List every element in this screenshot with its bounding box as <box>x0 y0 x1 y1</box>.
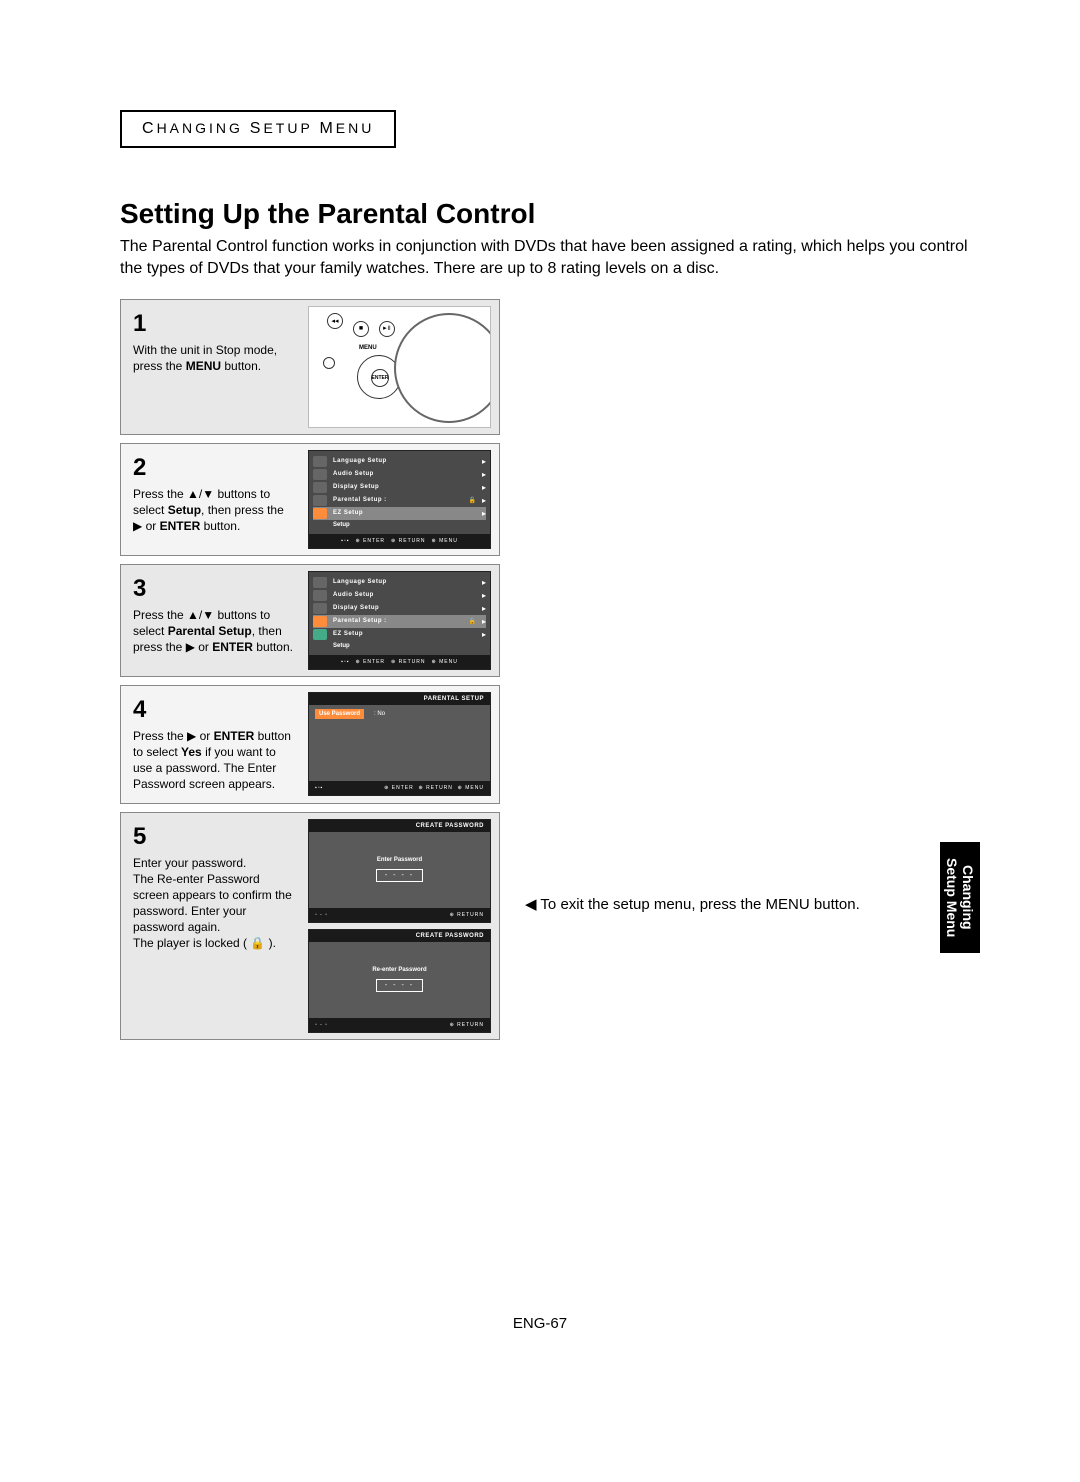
step-5-desc: Enter your password. The Re-enter Passwo… <box>133 855 296 952</box>
setup-menu-screenshot: Language Setup▸ Audio Setup▸ Display Set… <box>308 450 491 549</box>
function-icon <box>313 603 327 614</box>
step-4-image: PARENTAL SETUP Use Password : No ▪▫▪ ⊕ E… <box>306 686 499 803</box>
section-label-box: CHANGING SETUP MENU <box>120 110 396 148</box>
intro-paragraph: The Parental Control function works in c… <box>120 236 980 281</box>
chevron-right-icon: ▸ <box>482 604 486 613</box>
stop-icon: ■ <box>353 321 369 337</box>
side-tab: Changing Setup Menu <box>940 842 980 953</box>
step-5-number: 5 <box>133 823 296 851</box>
hand-illustration <box>394 313 491 423</box>
panel-body: Re-enter Password - - - - <box>309 942 490 1018</box>
step-5-text: 5 Enter your password. The Re-enter Pass… <box>121 813 306 1039</box>
menu-footer: ▪▫▪ ⊕ ENTER ⊕ RETURN ⊕ MENU <box>309 534 490 548</box>
step-5-image: CREATE PASSWORD Enter Password - - - - ▫… <box>306 813 499 1039</box>
step-1: 1 With the unit in Stop mode, press the … <box>120 299 500 435</box>
use-password-label: Use Password <box>315 709 364 719</box>
page-title: Setting Up the Parental Control <box>120 198 980 230</box>
step-2-text: 2 Press the ▲/▼ buttons to select Setup,… <box>121 444 306 555</box>
disc-menu-icon <box>313 456 327 467</box>
panel-header: CREATE PASSWORD <box>309 930 490 942</box>
setup-menu-parental-screenshot: Language Setup▸ Audio Setup▸ Display Set… <box>308 571 491 670</box>
password-input-box: - - - - <box>376 869 423 882</box>
step-4-number: 4 <box>133 696 296 724</box>
menu-label: MENU <box>359 345 377 351</box>
chevron-right-icon: ▸ <box>482 509 486 518</box>
play-pause-icon: ▸॥ <box>379 321 395 337</box>
rewind-icon: ◂◂ <box>327 313 343 329</box>
step-2: 2 Press the ▲/▼ buttons to select Setup,… <box>120 443 500 556</box>
nav-dots-icon: ▪▫▪ <box>315 785 323 791</box>
chevron-right-icon: ▸ <box>482 630 486 639</box>
step-3-number: 3 <box>133 575 296 603</box>
remote-illustration: ◂◂ ■ ▸॥ ▸▸ MENU ENTER <box>308 306 491 428</box>
title-menu-icon <box>313 469 327 480</box>
panel-header: PARENTAL SETUP <box>309 693 490 705</box>
enter-password-label: Enter Password <box>377 857 422 863</box>
chevron-right-icon: ▸ <box>482 470 486 479</box>
function-icon <box>313 482 327 493</box>
chevron-right-icon: ▸ <box>482 496 486 505</box>
use-password-value: : No <box>374 711 385 717</box>
enter-password-panel: CREATE PASSWORD Enter Password - - - - ▫… <box>308 819 491 923</box>
step-5: 5 Enter your password. The Re-enter Pass… <box>120 812 500 1040</box>
reenter-password-panel: CREATE PASSWORD Re-enter Password - - - … <box>308 929 491 1033</box>
page-number: ENG-67 <box>0 1315 1080 1332</box>
step-2-image: Language Setup▸ Audio Setup▸ Display Set… <box>306 444 499 555</box>
section-label: CHANGING SETUP MENU <box>142 120 374 136</box>
nav-dots-icon: ▪▫▪ <box>341 659 349 665</box>
blank-icon <box>313 495 327 506</box>
disc-menu-icon <box>313 577 327 588</box>
exit-note: ◀ To exit the setup menu, press the MENU… <box>525 895 885 915</box>
step-2-number: 2 <box>133 454 296 482</box>
lock-icon: 🔓 <box>469 497 476 504</box>
step-2-desc: Press the ▲/▼ buttons to select Setup, t… <box>133 486 296 535</box>
panel-body: Enter Password - - - - <box>309 832 490 908</box>
chevron-right-icon: ▸ <box>482 617 486 626</box>
panel-footer: ▫ - ▫ ⊕ RETURN <box>309 1018 490 1032</box>
setup-icon <box>313 508 327 519</box>
step-1-text: 1 With the unit in Stop mode, press the … <box>121 300 306 434</box>
step-1-image: ◂◂ ■ ▸॥ ▸▸ MENU ENTER <box>306 300 499 434</box>
reenter-password-label: Re-enter Password <box>372 967 426 973</box>
chevron-right-icon: ▸ <box>482 457 486 466</box>
panel-footer: ▫ - ▫ ⊕ RETURN <box>309 908 490 922</box>
panel-header: CREATE PASSWORD <box>309 820 490 832</box>
chevron-right-icon: ▸ <box>482 578 486 587</box>
step-3-image: Language Setup▸ Audio Setup▸ Display Set… <box>306 565 499 676</box>
step-3-text: 3 Press the ▲/▼ buttons to select Parent… <box>121 565 306 676</box>
step-1-desc: With the unit in Stop mode, press the ME… <box>133 342 296 374</box>
step-1-number: 1 <box>133 310 296 338</box>
chevron-right-icon: ▸ <box>482 591 486 600</box>
title-menu-icon <box>313 590 327 601</box>
return-icon <box>323 357 335 369</box>
step-3: 3 Press the ▲/▼ buttons to select Parent… <box>120 564 500 677</box>
setup-icon <box>313 629 327 640</box>
nav-dots-icon: ▫ - ▫ <box>315 912 328 918</box>
setup-label: Setup <box>333 643 350 649</box>
menu-footer: ▪▫▪ ⊕ ENTER ⊕ RETURN ⊕ MENU <box>309 655 490 669</box>
step-4-desc: Press the ▶ or ENTER button to select Ye… <box>133 728 296 793</box>
nav-dots-icon: ▪▫▪ <box>341 538 349 544</box>
blank-icon <box>313 616 327 627</box>
setup-label: Setup <box>333 522 350 528</box>
steps-column: 1 With the unit in Stop mode, press the … <box>120 299 500 1040</box>
lock-icon: 🔓 <box>469 618 476 625</box>
chevron-right-icon: ▸ <box>482 483 486 492</box>
panel-footer: ▪▫▪ ⊕ ENTER ⊕ RETURN ⊕ MENU <box>309 781 490 795</box>
nav-dots-icon: ▫ - ▫ <box>315 1022 328 1028</box>
step-4: 4 Press the ▶ or ENTER button to select … <box>120 685 500 804</box>
step-4-text: 4 Press the ▶ or ENTER button to select … <box>121 686 306 803</box>
parental-setup-panel: PARENTAL SETUP Use Password : No ▪▫▪ ⊕ E… <box>308 692 491 796</box>
step-3-desc: Press the ▲/▼ buttons to select Parental… <box>133 607 296 656</box>
password-input-box: - - - - <box>376 979 423 992</box>
panel-body: Use Password : No <box>309 705 490 781</box>
enter-button-icon: ENTER <box>371 369 389 387</box>
